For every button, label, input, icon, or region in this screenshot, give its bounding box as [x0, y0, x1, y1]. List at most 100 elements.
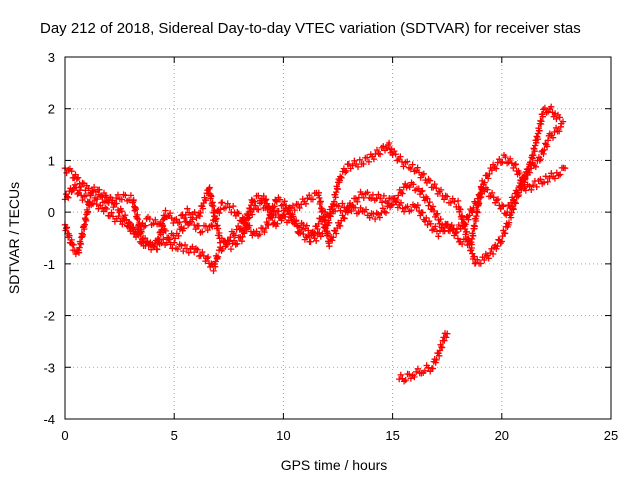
data-point: [466, 212, 473, 219]
data-point: [536, 127, 543, 134]
data-point: [138, 228, 145, 236]
y-tick-label: -4: [43, 412, 55, 427]
data-point: [380, 143, 387, 150]
data-point: [180, 247, 187, 255]
chart-title: Day 212 of 2018, Sidereal Day-to-day VTE…: [40, 20, 581, 37]
data-point: [409, 161, 416, 168]
data-point: [556, 128, 563, 135]
data-point: [176, 219, 183, 226]
data-point: [72, 250, 80, 258]
data-point: [191, 221, 198, 229]
data-point: [551, 128, 558, 136]
data-point: [551, 175, 559, 182]
data-point: [336, 222, 343, 229]
data-point: [219, 199, 226, 206]
data-point: [108, 209, 115, 216]
data-point: [150, 220, 157, 227]
data-point: [296, 204, 303, 212]
data-point: [371, 215, 379, 223]
data-point: [77, 240, 85, 248]
data-point: [129, 223, 136, 231]
data-point: [377, 195, 384, 202]
data-point: [85, 185, 92, 192]
data-point: [543, 143, 551, 150]
data-point: [375, 211, 382, 218]
data-point: [255, 192, 262, 199]
data-point: [216, 209, 223, 217]
data-point: [481, 179, 488, 186]
data-point: [437, 215, 444, 223]
data-point: [465, 216, 472, 223]
data-point: [447, 199, 454, 207]
data-point: [506, 204, 514, 212]
data-point: [505, 219, 513, 226]
data-point: [444, 193, 451, 200]
data-point: [345, 207, 353, 214]
data-point: [449, 226, 457, 233]
data-point: [86, 198, 93, 206]
data-point: [324, 230, 331, 238]
data-point: [73, 184, 80, 191]
data-point: [414, 365, 422, 372]
data-point: [485, 255, 492, 262]
data-point: [530, 152, 537, 159]
data-point: [494, 243, 501, 250]
data-point: [487, 249, 494, 257]
data-point: [162, 207, 169, 214]
data-point: [501, 230, 509, 237]
data-point: [262, 196, 270, 203]
data-point: [548, 103, 555, 110]
data-point: [561, 165, 569, 172]
data-point: [235, 210, 242, 217]
data-point: [473, 212, 480, 220]
data-point: [553, 115, 560, 123]
data-point: [118, 196, 125, 203]
data-point: [181, 241, 189, 249]
data-point: [419, 209, 426, 216]
data-point: [309, 196, 317, 203]
data-point: [468, 241, 475, 248]
data-point: [282, 205, 289, 212]
data-point: [355, 208, 362, 216]
y-axis-label: SDTVAR / TECUs: [6, 182, 22, 294]
data-point: [475, 200, 483, 207]
y-tick-label: -2: [43, 309, 55, 324]
data-point: [425, 364, 432, 371]
data-point: [114, 191, 122, 198]
data-point: [302, 200, 310, 207]
data-point: [276, 196, 284, 203]
data-point: [424, 221, 431, 229]
plot-frame: [64, 56, 612, 420]
data-point: [559, 118, 567, 125]
data-point: [79, 231, 86, 238]
data-point: [123, 216, 130, 223]
data-point: [256, 231, 263, 238]
data-point: [139, 235, 147, 242]
data-point: [279, 201, 287, 208]
data-point: [204, 253, 212, 261]
data-point: [438, 344, 446, 351]
data-point: [389, 201, 397, 208]
data-point: [130, 196, 137, 204]
data-point: [394, 157, 401, 164]
data-point: [519, 179, 527, 186]
data-point: [278, 217, 285, 224]
data-point: [507, 155, 514, 162]
data-point: [354, 163, 362, 171]
data-point: [239, 233, 246, 241]
data-point: [430, 184, 437, 191]
data-point: [499, 158, 506, 166]
data-point: [527, 165, 535, 172]
data-point: [260, 192, 267, 200]
data-point: [429, 365, 436, 372]
data-point: [534, 136, 541, 143]
data-point: [132, 206, 139, 213]
data-point: [358, 191, 366, 198]
data-point: [220, 237, 227, 245]
data-point: [349, 201, 356, 209]
data-point: [293, 222, 301, 229]
data-point: [234, 209, 241, 216]
data-point: [498, 202, 506, 209]
data-point: [76, 187, 84, 194]
